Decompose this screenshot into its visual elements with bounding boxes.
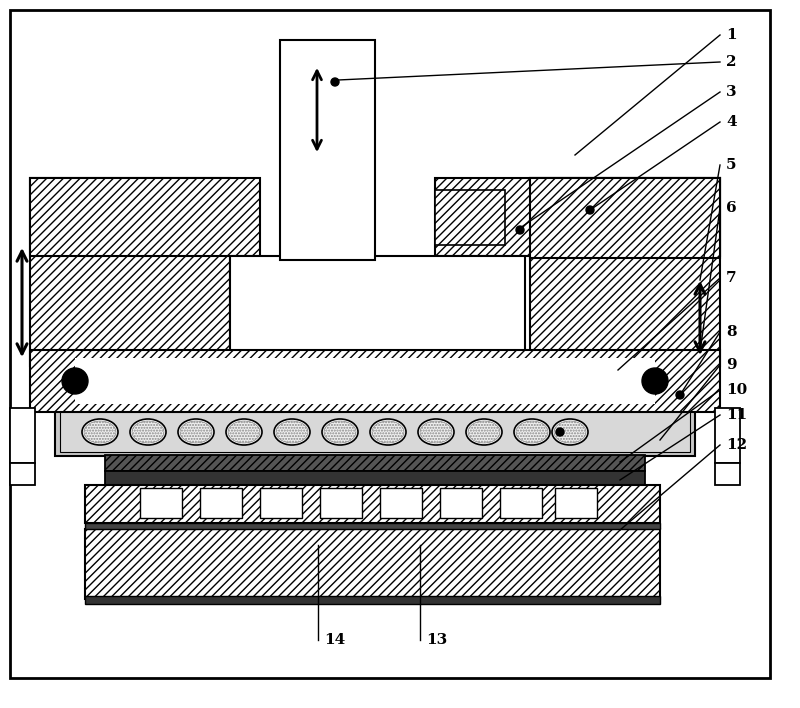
Text: 8: 8 — [726, 325, 737, 339]
Circle shape — [642, 368, 668, 394]
Ellipse shape — [418, 419, 454, 445]
Bar — [85, 485, 660, 523]
Circle shape — [556, 428, 564, 436]
Circle shape — [62, 368, 88, 394]
Ellipse shape — [552, 419, 588, 445]
Bar — [320, 488, 362, 518]
Bar — [105, 471, 645, 485]
Ellipse shape — [322, 419, 358, 445]
Bar — [105, 455, 645, 471]
Ellipse shape — [84, 421, 116, 443]
Bar — [435, 190, 505, 245]
Bar — [260, 488, 302, 518]
Bar — [55, 408, 695, 456]
Bar — [715, 463, 740, 485]
Bar — [500, 488, 542, 518]
Bar — [10, 463, 35, 485]
Bar — [200, 488, 242, 518]
Text: 9: 9 — [726, 358, 737, 372]
Text: 4: 4 — [726, 115, 737, 129]
Bar — [435, 178, 720, 256]
Bar — [230, 256, 525, 366]
Ellipse shape — [370, 419, 406, 445]
Bar — [60, 412, 690, 452]
Bar — [30, 178, 260, 256]
Bar — [715, 408, 740, 463]
Bar — [75, 358, 655, 404]
Bar — [140, 488, 182, 518]
Text: 10: 10 — [726, 383, 747, 397]
Bar — [280, 40, 375, 260]
Ellipse shape — [372, 421, 404, 443]
Ellipse shape — [132, 421, 164, 443]
Bar — [85, 529, 660, 599]
Text: 2: 2 — [726, 55, 737, 69]
Ellipse shape — [324, 421, 356, 443]
Ellipse shape — [554, 421, 586, 443]
Circle shape — [516, 226, 524, 234]
Bar — [380, 488, 422, 518]
Bar — [30, 350, 720, 412]
Bar — [85, 596, 660, 604]
Text: 5: 5 — [726, 158, 737, 172]
Ellipse shape — [228, 421, 260, 443]
Bar — [530, 178, 720, 366]
Bar — [555, 488, 597, 518]
Ellipse shape — [178, 419, 214, 445]
Text: 11: 11 — [726, 408, 747, 422]
Text: 6: 6 — [726, 201, 737, 215]
Bar — [440, 488, 482, 518]
Ellipse shape — [514, 419, 550, 445]
Ellipse shape — [468, 421, 500, 443]
Bar — [10, 408, 35, 463]
Text: 1: 1 — [726, 28, 737, 42]
Ellipse shape — [276, 421, 308, 443]
Ellipse shape — [420, 421, 452, 443]
Bar — [30, 178, 230, 366]
Circle shape — [331, 78, 339, 86]
Ellipse shape — [516, 421, 548, 443]
Text: 13: 13 — [426, 633, 447, 647]
Text: 7: 7 — [726, 271, 737, 285]
Bar — [530, 178, 720, 258]
Ellipse shape — [180, 421, 212, 443]
Ellipse shape — [466, 419, 502, 445]
Ellipse shape — [130, 419, 166, 445]
Text: 12: 12 — [726, 438, 747, 452]
Ellipse shape — [226, 419, 262, 445]
Ellipse shape — [274, 419, 310, 445]
Bar — [85, 523, 660, 529]
Text: 3: 3 — [726, 85, 737, 99]
Circle shape — [676, 391, 684, 399]
Circle shape — [586, 206, 594, 214]
Ellipse shape — [82, 419, 118, 445]
Text: 14: 14 — [324, 633, 346, 647]
